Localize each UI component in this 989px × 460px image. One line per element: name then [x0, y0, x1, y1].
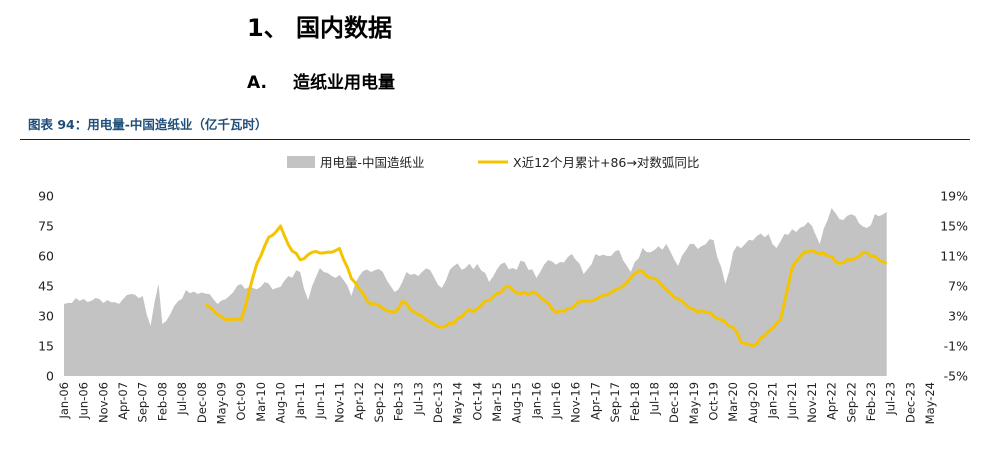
x-tick-label: Jul-23	[884, 382, 898, 416]
x-tick-label: Feb-13	[392, 382, 406, 421]
x-tick-label: Dec-08	[195, 382, 209, 423]
figure-title-rule	[20, 139, 970, 140]
left-tick-label: 60	[38, 249, 54, 264]
x-tick-label: Oct-19	[707, 382, 721, 421]
left-tick-label: 15	[38, 339, 54, 354]
x-tick-label: Nov-16	[569, 382, 583, 423]
x-tick-label: Jul-18	[648, 382, 662, 416]
x-tick-label: Aug-20	[746, 382, 760, 423]
x-tick-label: Oct-14	[470, 382, 484, 421]
right-tick-label: -1%	[944, 339, 968, 354]
x-tick-label: May-24	[923, 382, 937, 424]
x-tick-label: Dec-13	[431, 382, 445, 423]
left-axis: 0 15 30 45 60 75 90	[38, 189, 54, 384]
legend-swatch-area	[287, 156, 315, 168]
chart: 用电量-中国造纸业 X近12个月累计+86→对数弧同比 0 15 30 45 60 75 9…	[38, 155, 968, 424]
right-tick-label: -5%	[944, 369, 968, 384]
right-axis: -5% -1% 3% 7% 11% 15% 19%	[940, 189, 968, 384]
x-tick-label: Jul-13	[411, 382, 425, 416]
x-tick-label: Sep-22	[844, 382, 858, 422]
x-tick-label: Apr-07	[116, 382, 130, 420]
right-tick-label: 11%	[940, 249, 968, 264]
x-tick-label: Jun-21	[785, 382, 799, 420]
x-tick-label: Nov-11	[333, 382, 347, 423]
left-tick-label: 45	[38, 279, 54, 294]
x-axis: Jan-06 Jun-06 Nov-06 Apr-07 Sep-07 Feb-08 Jul-…	[57, 382, 937, 424]
x-tick-label: Apr-17	[588, 382, 602, 420]
left-tick-label: 0	[46, 369, 54, 384]
x-tick-label: Nov-06	[96, 382, 110, 423]
left-tick-label: 90	[38, 189, 54, 204]
right-tick-label: 19%	[940, 189, 968, 204]
x-tick-label: May-14	[451, 382, 465, 424]
x-tick-label: Oct-09	[234, 382, 248, 421]
x-tick-label: Aug-10	[274, 382, 288, 423]
x-tick-label: Jun-06	[77, 382, 91, 420]
x-tick-label: Jun-16	[549, 382, 563, 420]
x-tick-label: Jul-08	[175, 382, 189, 416]
x-tick-label: Jan-06	[57, 382, 71, 420]
x-tick-label: Sep-12	[372, 382, 386, 422]
x-tick-label: Feb-08	[155, 382, 169, 421]
x-tick-label: Aug-15	[510, 382, 524, 423]
x-tick-label: Dec-23	[903, 382, 917, 423]
x-tick-label: Mar-10	[254, 382, 268, 422]
x-tick-label: Nov-21	[805, 382, 819, 423]
right-tick-label: 15%	[940, 219, 968, 234]
x-tick-label: Apr-12	[352, 382, 366, 420]
right-tick-label: 3%	[948, 309, 968, 324]
area-series	[64, 208, 887, 376]
right-tick-label: 7%	[948, 279, 968, 294]
x-tick-label: Jan-11	[293, 382, 307, 420]
x-tick-label: Apr-22	[825, 382, 839, 420]
x-tick-label: Feb-18	[628, 382, 642, 421]
x-tick-label: Dec-18	[667, 382, 681, 423]
x-tick-label: Feb-23	[864, 382, 878, 421]
subsection-heading: A. 造纸业用电量	[247, 68, 395, 93]
x-tick-label: Sep-17	[608, 382, 622, 422]
x-tick-label: Mar-20	[726, 382, 740, 422]
legend-label-area: 用电量-中国造纸业	[320, 155, 425, 170]
subsection-number: A.	[247, 73, 267, 93]
x-tick-label: Jan-21	[766, 382, 780, 420]
left-tick-label: 30	[38, 309, 54, 324]
x-tick-label: May-19	[687, 382, 701, 424]
left-tick-label: 75	[38, 219, 54, 234]
section-heading: 1、 国内数据	[247, 14, 393, 42]
legend: 用电量-中国造纸业 X近12个月累计+86→对数弧同比	[287, 155, 699, 170]
x-tick-label: Jan-16	[529, 382, 543, 420]
x-tick-label: May-09	[215, 382, 229, 424]
legend-label-line: X近12个月累计+86→对数弧同比	[513, 155, 699, 170]
figure-title: 图表 94：用电量-中国造纸业（亿千瓦时）	[28, 117, 268, 132]
subsection-label: 造纸业用电量	[293, 73, 395, 93]
x-tick-label: Jun-11	[313, 382, 327, 420]
x-tick-label: Sep-07	[136, 382, 150, 422]
x-tick-label: Mar-15	[490, 382, 504, 422]
line-series	[204, 224, 888, 348]
